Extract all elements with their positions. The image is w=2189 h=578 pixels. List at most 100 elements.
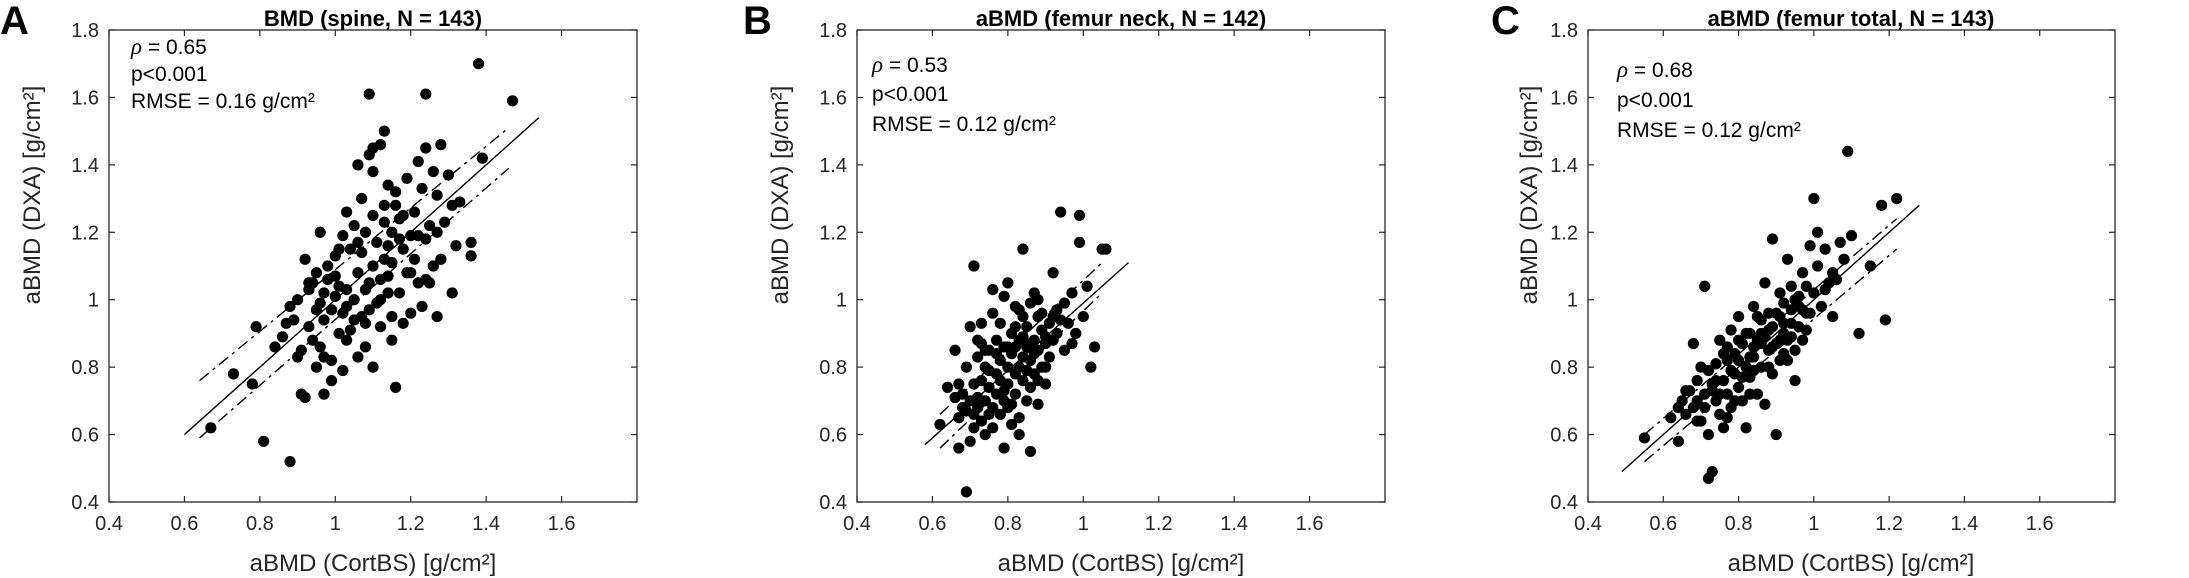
data-point xyxy=(1725,364,1737,377)
data-point xyxy=(476,152,488,164)
data-point xyxy=(465,250,477,262)
data-point xyxy=(1804,240,1816,252)
data-point xyxy=(990,334,1003,346)
data-point xyxy=(367,142,379,154)
data-point xyxy=(341,334,353,346)
data-point xyxy=(1714,334,1726,346)
data-point xyxy=(352,236,364,248)
panel-c: 0.4 0.6 0.8 1 1.2 1.4 1.6 0.4 0.6 0.8 1 1.2 1.4 1.6 1.… xyxy=(1491,0,2116,577)
y-tick-label: 0.6 xyxy=(819,425,847,447)
data-point xyxy=(1024,445,1037,458)
data-point xyxy=(348,314,360,326)
data-point xyxy=(382,179,394,191)
data-point xyxy=(378,253,390,265)
y-tick-label: 1.4 xyxy=(1550,155,1578,177)
x-tick-label: 1.2 xyxy=(1875,513,1903,535)
data-point xyxy=(318,351,330,363)
data-point xyxy=(998,290,1010,302)
data-point xyxy=(968,422,980,434)
data-point xyxy=(1815,300,1827,313)
data-point xyxy=(367,166,379,178)
data-point xyxy=(303,277,315,289)
data-point xyxy=(359,226,372,238)
data-point xyxy=(934,418,946,431)
annotation-rho: ρ = 0.68 xyxy=(1616,57,1693,82)
data-point xyxy=(1725,324,1737,336)
data-point xyxy=(1021,364,1033,377)
data-point xyxy=(378,216,390,228)
data-point xyxy=(352,351,364,363)
data-point xyxy=(1081,280,1093,292)
data-point xyxy=(1021,321,1033,333)
y-tick-label: 1.2 xyxy=(1550,222,1578,244)
data-point xyxy=(1732,381,1745,393)
data-point xyxy=(972,351,984,363)
data-point xyxy=(1680,385,1692,397)
data-point xyxy=(359,317,372,329)
data-point xyxy=(299,253,311,265)
x-tick-label: 1.6 xyxy=(2026,513,2054,535)
x-tick-label: 1.4 xyxy=(1220,513,1248,535)
data-point xyxy=(1819,243,1831,255)
y-axis-label: aBMD (DXA) [g/cm²] xyxy=(1516,86,1543,305)
data-point xyxy=(1047,310,1059,323)
data-point xyxy=(288,314,300,326)
x-tick-label: 1 xyxy=(330,513,341,535)
annotation-rho: ρ = 0.65 xyxy=(130,34,207,59)
rho-value: = 0.53 xyxy=(883,54,948,77)
data-point xyxy=(344,243,356,255)
panel-label: B xyxy=(743,0,772,43)
data-point xyxy=(378,199,390,211)
data-point xyxy=(1793,300,1805,313)
data-point xyxy=(390,186,402,198)
data-point xyxy=(473,58,485,70)
annotation-rmse: RMSE = 0.12 g/cm² xyxy=(872,113,1056,136)
data-point xyxy=(1732,310,1745,323)
data-point xyxy=(1891,192,1903,205)
data-point xyxy=(352,267,364,279)
data-point xyxy=(450,240,462,252)
x-tick-label: 0.6 xyxy=(919,513,947,535)
data-point xyxy=(1085,361,1097,373)
data-point xyxy=(1800,280,1812,292)
data-point xyxy=(1006,418,1018,431)
data-point xyxy=(269,341,281,353)
data-point xyxy=(337,230,349,242)
data-point xyxy=(284,455,296,468)
data-point xyxy=(405,307,417,319)
data-point xyxy=(386,334,398,346)
chart-title: BMD (spine, N = 143) xyxy=(264,6,482,31)
regression-line xyxy=(924,262,1130,446)
data-point xyxy=(371,236,383,248)
data-point xyxy=(1744,388,1756,400)
data-point xyxy=(987,402,999,414)
data-point xyxy=(964,321,976,333)
data-point xyxy=(397,317,409,329)
confidence-bound-upper xyxy=(939,262,1103,415)
confidence-bound-lower xyxy=(939,292,1103,449)
rho-symbol: ρ xyxy=(871,52,883,77)
data-point xyxy=(1763,361,1775,373)
rho-symbol: ρ xyxy=(1616,57,1628,82)
data-point xyxy=(1638,432,1651,444)
data-point xyxy=(420,142,432,154)
data-point xyxy=(1665,412,1677,424)
data-point xyxy=(1748,300,1760,313)
y-tick-label: 1.6 xyxy=(1550,87,1578,109)
data-point xyxy=(363,88,375,100)
data-point xyxy=(295,344,307,356)
data-point xyxy=(1740,422,1752,434)
data-point xyxy=(1766,341,1779,353)
annotation-rmse: RMSE = 0.12 g/cm² xyxy=(1617,119,1801,142)
data-point xyxy=(1013,428,1025,441)
data-point xyxy=(412,155,424,168)
confidence-bound-lower xyxy=(199,167,510,439)
data-point xyxy=(994,408,1006,420)
data-points xyxy=(1638,145,1903,484)
data-point xyxy=(1770,428,1782,441)
x-axis-label: aBMD (CortBS) [g/cm²] xyxy=(998,550,1245,577)
data-point xyxy=(1748,341,1760,353)
data-point xyxy=(1058,344,1071,356)
data-point xyxy=(318,287,330,299)
